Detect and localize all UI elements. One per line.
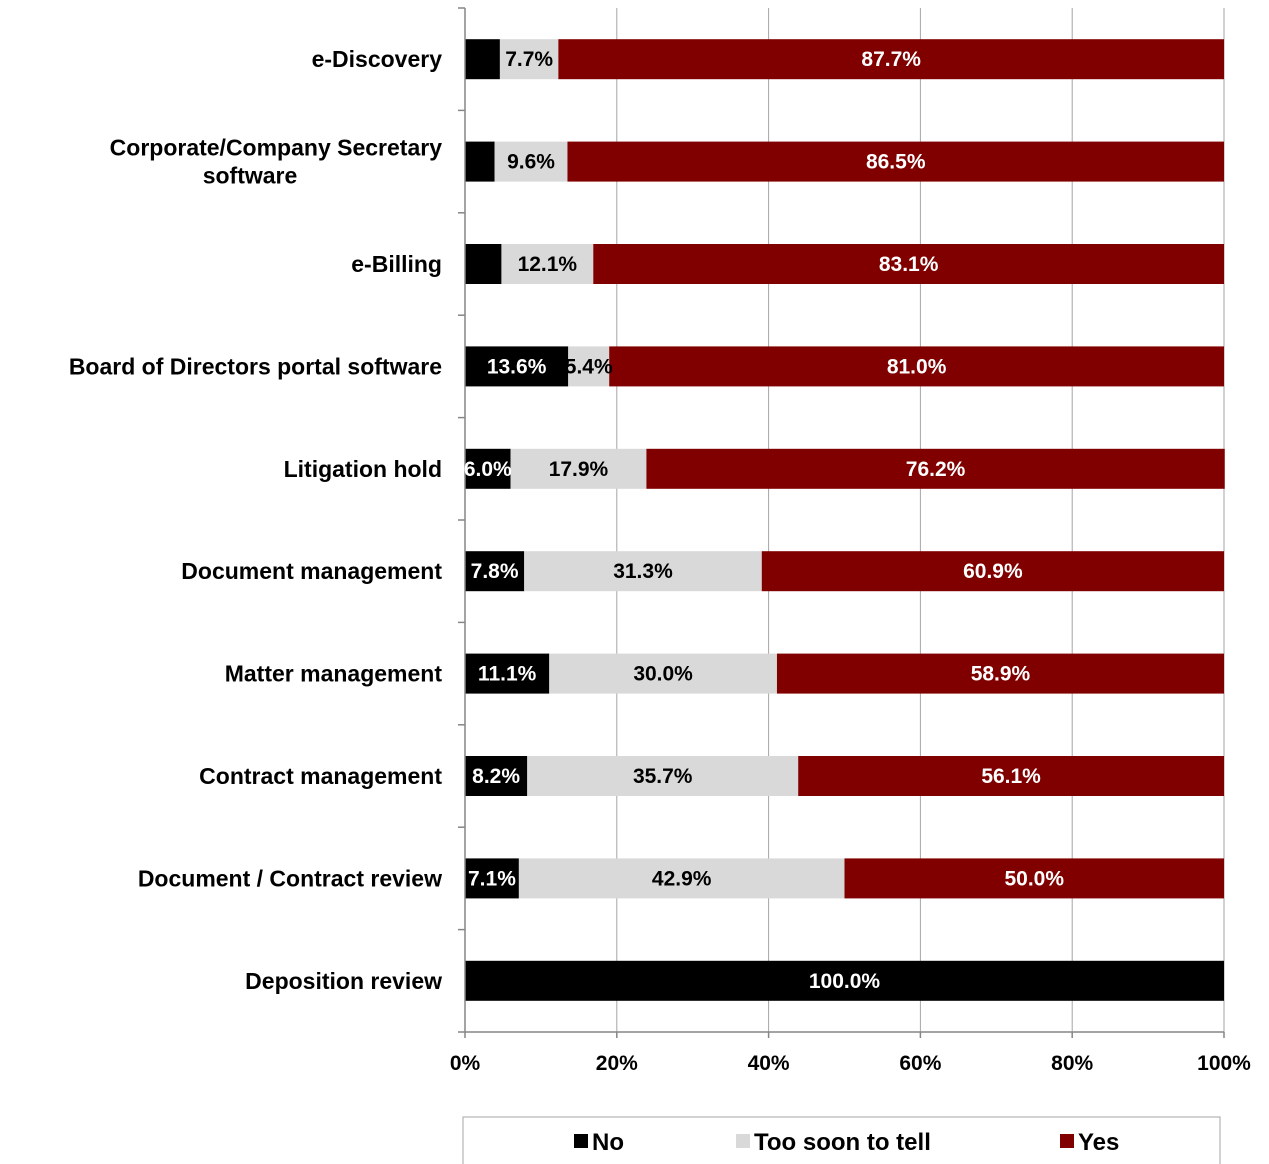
bar-yes <box>593 244 1224 284</box>
bar-too-soon-to-tell <box>518 858 845 899</box>
data-label: 17.9% <box>549 458 609 481</box>
data-label: 12.1% <box>518 253 578 276</box>
category-label: Contract management <box>199 763 442 789</box>
bar-too-soon-to-tell <box>510 448 647 489</box>
x-tick-label: 20% <box>596 1052 638 1075</box>
category-label-line: Litigation hold <box>284 456 442 482</box>
category-label: Deposition review <box>245 968 442 994</box>
data-label: 100.0% <box>809 970 881 993</box>
category-label-line: software <box>203 163 298 189</box>
bar-yes <box>558 39 1224 80</box>
data-label: 9.6% <box>507 151 555 174</box>
x-tick-label: 40% <box>748 1052 790 1075</box>
x-tick-label: 60% <box>899 1052 941 1075</box>
category-label: Document management <box>181 558 442 584</box>
legend: No Too soon to tell Yes <box>462 1116 1221 1164</box>
data-label: 76.2% <box>906 458 966 481</box>
x-tick-label: 0% <box>450 1052 481 1075</box>
category-label: Document / Contract review <box>138 865 442 891</box>
bar-too-soon-to-tell <box>524 551 762 592</box>
data-label: 30.0% <box>633 663 693 686</box>
category-label-line: Board of Directors portal software <box>69 353 442 379</box>
category-label: e-Discovery <box>312 46 443 72</box>
legend-swatch <box>1060 1134 1074 1148</box>
bar-yes <box>798 756 1224 796</box>
data-label: 35.7% <box>633 765 693 788</box>
bars <box>465 39 1225 1001</box>
category-label: Matter management <box>225 661 443 687</box>
category-label-line: Document / Contract review <box>138 865 442 891</box>
bar-too-soon-to-tell <box>494 141 568 182</box>
data-label: 42.9% <box>652 867 712 890</box>
data-label: 8.2% <box>472 765 520 788</box>
bar-too-soon-to-tell <box>499 39 559 80</box>
data-label: 81.0% <box>887 355 947 378</box>
bar-no <box>465 39 500 80</box>
bar-too-soon-to-tell <box>568 346 610 387</box>
category-label: Litigation hold <box>284 456 442 482</box>
bar-no <box>465 551 525 592</box>
data-label: 13.6% <box>487 355 547 378</box>
category-label-line: Corporate/Company Secretary <box>110 135 443 161</box>
data-label: 83.1% <box>879 253 939 276</box>
data-label: 6.0% <box>464 458 512 481</box>
bar-too-soon-to-tell <box>549 653 777 694</box>
bar-no <box>465 653 550 694</box>
data-label: 31.3% <box>613 560 673 583</box>
data-label: 50.0% <box>1004 867 1064 890</box>
bar-no <box>465 858 519 899</box>
bar-yes <box>609 346 1224 387</box>
data-label: 5.4% <box>565 355 613 378</box>
x-tick-label: 100% <box>1197 1052 1251 1075</box>
data-label: 56.1% <box>981 765 1041 788</box>
category-label-line: e-Discovery <box>312 46 443 72</box>
legend-label: Yes <box>1078 1129 1119 1156</box>
legend-label: No <box>592 1129 624 1156</box>
data-label: 58.9% <box>971 663 1031 686</box>
legend-swatch <box>736 1134 750 1148</box>
bar-no <box>465 448 511 489</box>
data-label: 60.9% <box>963 560 1023 583</box>
data-label: 87.7% <box>861 48 921 71</box>
data-label: 7.7% <box>505 48 553 71</box>
data-label: 7.1% <box>468 867 516 890</box>
category-label-line: e-Billing <box>351 251 442 277</box>
legend-swatch <box>574 1134 588 1148</box>
labels: 0% 20% 40% 60% 80% 100% 7.7% 87.7% e-Discovery 9.… <box>69 46 1251 1075</box>
bar-yes <box>646 448 1225 489</box>
category-label-line: Contract management <box>199 763 442 789</box>
bar-no <box>465 756 528 796</box>
data-label: 86.5% <box>866 151 926 174</box>
category-label: Board of Directors portal software <box>69 353 442 379</box>
legend-box <box>462 1116 1221 1164</box>
bar-yes <box>844 858 1224 899</box>
category-label: Corporate/Company Secretary software <box>110 135 443 189</box>
bar-yes <box>761 551 1224 592</box>
category-label-line: Deposition review <box>245 968 442 994</box>
bar-no <box>465 141 495 182</box>
bar-yes <box>567 141 1224 182</box>
data-label: 11.1% <box>478 663 537 686</box>
bar-yes <box>776 653 1224 694</box>
data-label: 7.8% <box>471 560 519 583</box>
category-label-line: Document management <box>181 558 442 584</box>
axes <box>458 7 1225 1038</box>
bar-too-soon-to-tell <box>527 756 799 796</box>
bar-no <box>465 244 502 284</box>
bar-too-soon-to-tell <box>501 244 594 284</box>
bar-no <box>465 960 1224 1001</box>
category-label-line: Matter management <box>225 661 443 687</box>
bar-no <box>465 346 569 387</box>
category-label: e-Billing <box>351 251 442 277</box>
x-tick-label: 80% <box>1051 1052 1093 1075</box>
legend-label: Too soon to tell <box>754 1129 931 1156</box>
